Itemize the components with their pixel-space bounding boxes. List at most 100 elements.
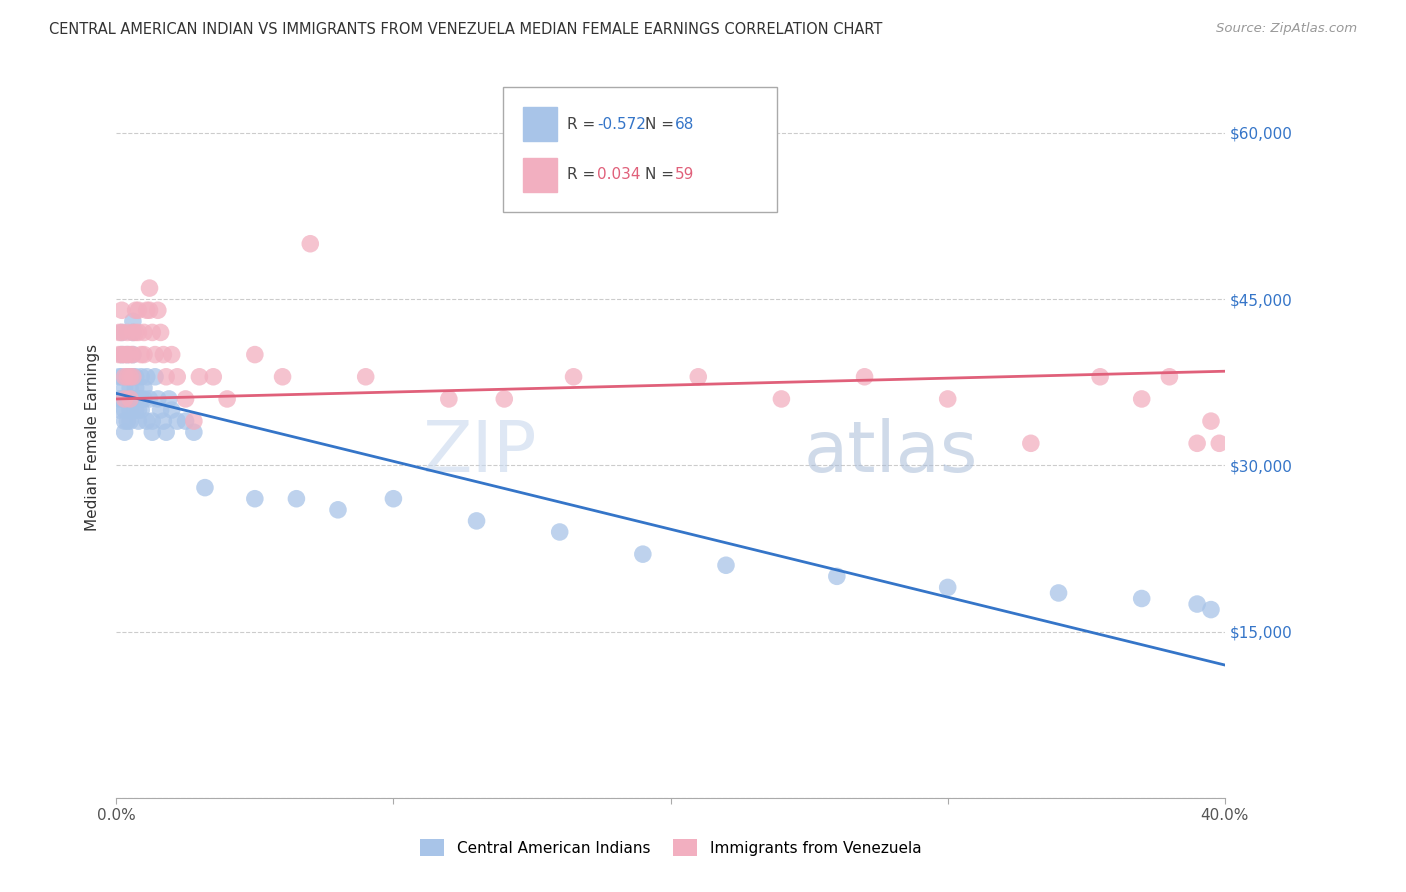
Point [152,348,174,362]
Point [243,491,266,506]
Point [1047,586,1070,600]
Point [114,381,136,395]
Point [146,303,169,318]
Point [152,414,174,428]
Point [217,392,239,406]
Point [132,392,155,406]
Point [285,491,308,506]
Point [117,414,139,428]
Text: N =: N = [645,168,679,182]
Point [120,348,142,362]
Point [114,348,136,362]
Text: Source: ZipAtlas.com: Source: ZipAtlas.com [1216,22,1357,36]
Point [160,403,183,417]
Point [111,369,134,384]
Point [120,403,142,417]
Point [1185,436,1208,450]
Point [120,414,142,428]
Point [120,381,142,395]
Point [129,392,152,406]
Point [122,326,145,340]
Point [114,392,136,406]
Text: CENTRAL AMERICAN INDIAN VS IMMIGRANTS FROM VENEZUELA MEDIAN FEMALE EARNINGS CORR: CENTRAL AMERICAN INDIAN VS IMMIGRANTS FR… [49,22,883,37]
Point [127,392,149,406]
Point [124,381,146,395]
Point [174,392,197,406]
Point [111,348,134,362]
Point [135,303,157,318]
Point [188,369,211,384]
Text: R =: R = [567,117,600,132]
Point [111,303,134,318]
Text: 0.034: 0.034 [598,168,641,182]
Point [562,369,585,384]
Text: 59: 59 [675,168,695,182]
Point [183,414,205,428]
Point [141,326,163,340]
Point [146,392,169,406]
Point [120,369,142,384]
Point [132,326,155,340]
Point [122,326,145,340]
Point [114,425,136,440]
Point [183,425,205,440]
Point [1199,414,1222,428]
Point [114,414,136,428]
Point [111,348,134,362]
Point [149,403,172,417]
Point [141,425,163,440]
Point [114,369,136,384]
Point [129,403,152,417]
Point [1130,392,1153,406]
Point [465,514,488,528]
Point [117,392,139,406]
Point [117,326,139,340]
Point [124,326,146,340]
Point [688,369,710,384]
Y-axis label: Median Female Earnings: Median Female Earnings [86,344,100,532]
Point [138,281,160,295]
Point [132,381,155,395]
Point [166,369,188,384]
Point [122,392,145,406]
Point [825,569,848,583]
Point [853,369,876,384]
Point [135,369,157,384]
Point [1088,369,1111,384]
Point [127,303,149,318]
Text: -0.572: -0.572 [598,117,645,132]
Point [194,481,217,495]
Point [114,392,136,406]
Point [108,348,131,362]
Point [122,314,145,328]
Point [108,403,131,417]
Text: 68: 68 [675,117,695,132]
Point [166,414,188,428]
Text: atlas: atlas [804,417,979,487]
Point [382,491,405,506]
Point [1019,436,1042,450]
Point [124,392,146,406]
Point [155,425,177,440]
Point [138,392,160,406]
Point [548,524,571,539]
Point [117,348,139,362]
Text: ZIP: ZIP [423,417,537,487]
Point [135,414,157,428]
Point [127,326,149,340]
Point [122,348,145,362]
Text: N =: N = [645,117,679,132]
Legend: Central American Indians, Immigrants from Venezuela: Central American Indians, Immigrants fro… [413,832,928,863]
Point [120,392,142,406]
Point [120,369,142,384]
Text: R =: R = [567,168,600,182]
Point [1130,591,1153,606]
Point [143,369,166,384]
Point [124,303,146,318]
Point [155,369,177,384]
Point [149,326,172,340]
Point [114,403,136,417]
Point [117,369,139,384]
Point [1199,602,1222,616]
Point [1159,369,1181,384]
